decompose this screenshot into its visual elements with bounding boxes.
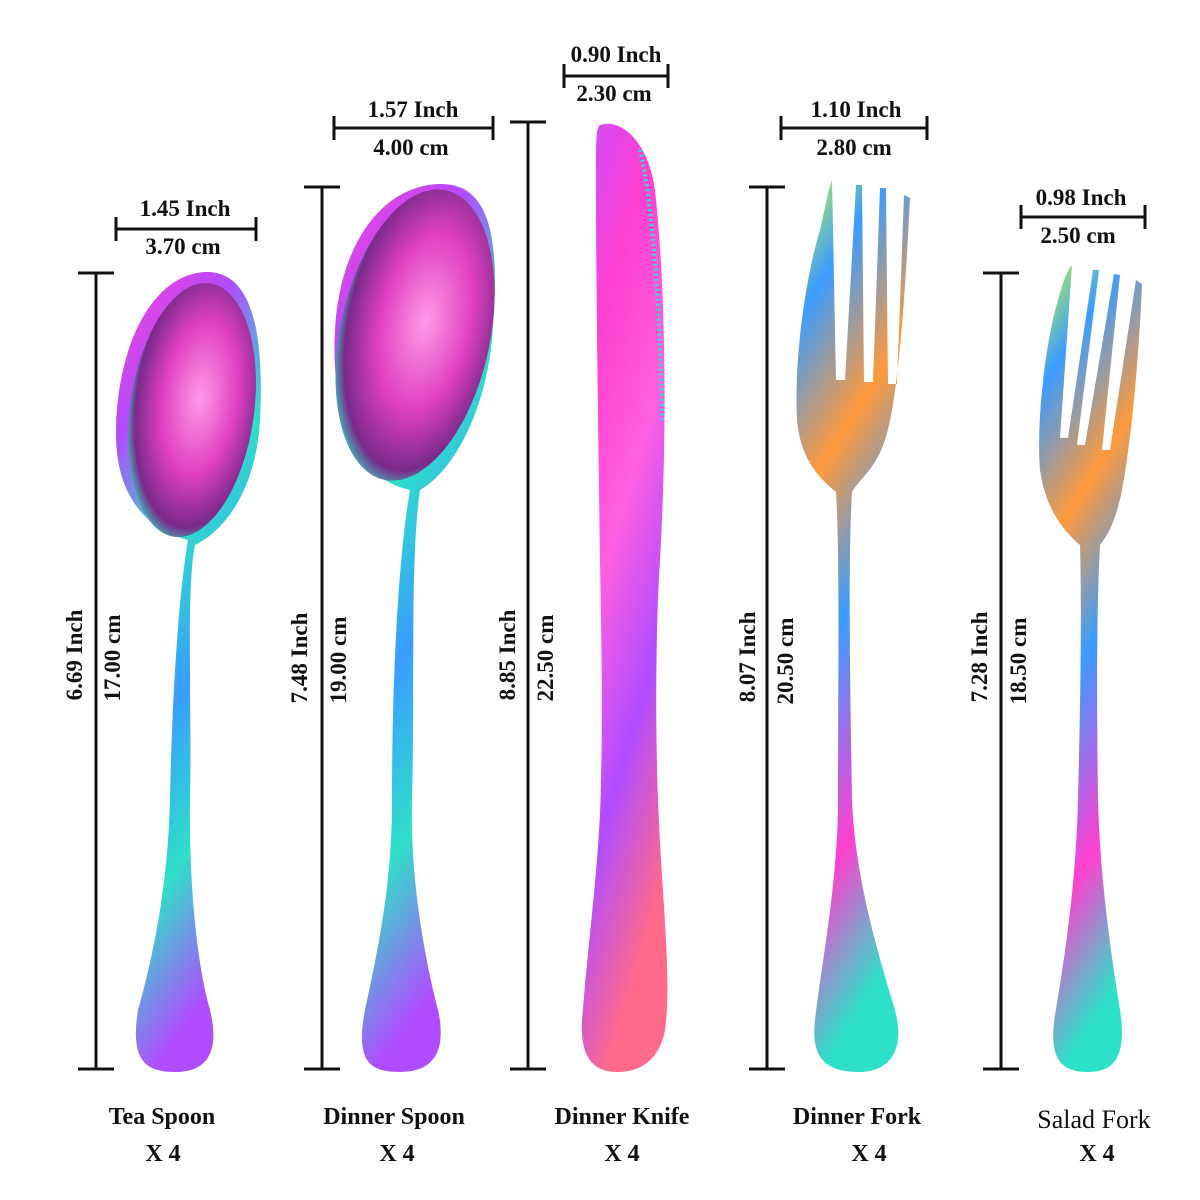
dinner-knife-shape <box>581 123 668 1072</box>
dinner-spoon-group: 1.57 Inch 4.00 cm 7.48 Inch 19.00 cm Din… <box>287 97 496 1167</box>
tea-spoon-length-inch: 6.69 Inch <box>62 609 87 700</box>
tea-spoon-width-inch: 1.45 Inch <box>140 196 231 221</box>
salad-fork-label: Salad Fork <box>1037 1105 1150 1134</box>
dinner-knife-length-cm: 22.50 cm <box>533 615 558 702</box>
tea-spoon-length-cm: 17.00 cm <box>100 615 125 702</box>
tea-spoon-label: Tea Spoon <box>109 1104 216 1130</box>
salad-fork-quantity: X 4 <box>1079 1141 1114 1167</box>
dinner-fork-label: Dinner Fork <box>793 1104 922 1130</box>
dinner-fork-shape <box>796 180 910 1072</box>
salad-fork-length-inch: 7.28 Inch <box>967 611 992 702</box>
dinner-spoon-label: Dinner Spoon <box>323 1104 465 1130</box>
dinner-spoon-width-inch: 1.57 Inch <box>368 97 459 122</box>
dinner-spoon-bowl <box>335 189 495 481</box>
salad-fork-length-cm: 18.50 cm <box>1006 618 1031 705</box>
dinner-knife-group: 0.90 Inch 2.30 cm 8.85 Inch 22.50 cm Din… <box>495 42 690 1167</box>
dinner-fork-quantity: X 4 <box>851 1141 886 1167</box>
tea-spoon-group: 1.45 Inch 3.70 cm 6.69 Inch 17.00 cm Tea… <box>62 196 261 1167</box>
dinner-knife-quantity: X 4 <box>604 1141 639 1167</box>
dinner-fork-width-cm: 2.80 cm <box>816 135 891 160</box>
tea-spoon-quantity: X 4 <box>145 1141 180 1167</box>
dinner-knife-label: Dinner Knife <box>555 1104 690 1130</box>
dinner-fork-length-cm: 20.50 cm <box>773 618 798 705</box>
salad-fork-width-cm: 2.50 cm <box>1040 223 1115 248</box>
dinner-fork-width-inch: 1.10 Inch <box>811 97 902 122</box>
dinner-knife-width-inch: 0.90 Inch <box>571 42 662 67</box>
dinner-spoon-width-cm: 4.00 cm <box>373 135 448 160</box>
salad-fork-shape <box>1039 265 1142 1072</box>
dinner-spoon-quantity: X 4 <box>379 1141 414 1167</box>
dinner-spoon-length-inch: 7.48 Inch <box>287 612 312 703</box>
tea-spoon-width-cm: 3.70 cm <box>145 234 220 259</box>
dinner-fork-length-inch: 8.07 Inch <box>735 611 760 702</box>
dinner-spoon-length-cm: 19.00 cm <box>326 617 351 704</box>
tea-spoon-bowl <box>128 282 256 538</box>
salad-fork-group: 0.98 Inch 2.50 cm 7.28 Inch 18.50 cm Sal… <box>967 185 1151 1167</box>
dinner-knife-serration <box>638 149 664 421</box>
dinner-knife-width-cm: 2.30 cm <box>576 81 651 106</box>
dinner-fork-group: 1.10 Inch 2.80 cm 8.07 Inch 20.50 cm Din… <box>735 97 929 1167</box>
dinner-knife-length-inch: 8.85 Inch <box>495 609 520 700</box>
salad-fork-width-inch: 0.98 Inch <box>1036 185 1127 210</box>
